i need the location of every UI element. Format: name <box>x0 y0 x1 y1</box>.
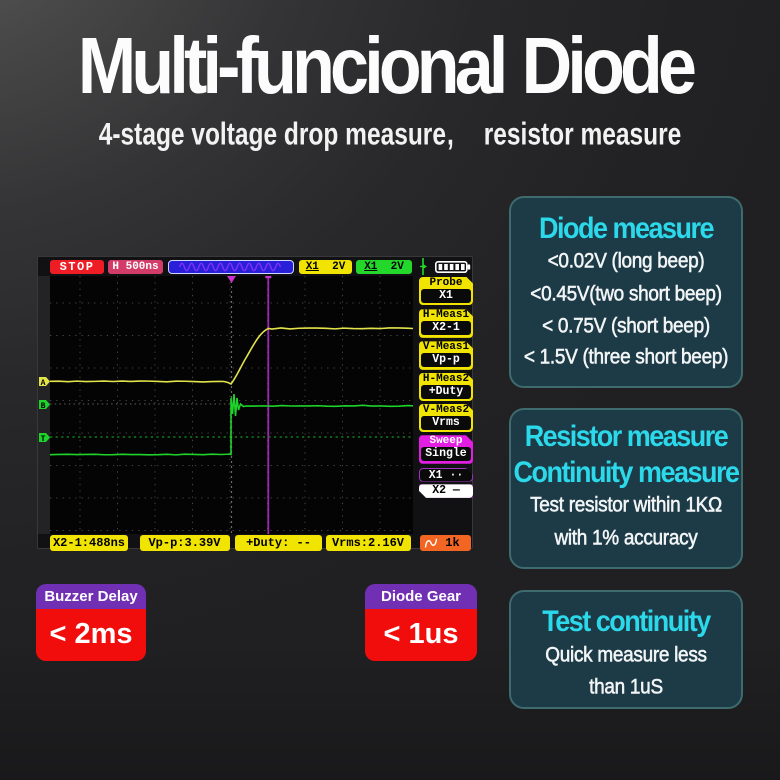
svg-text:B: B <box>41 402 46 411</box>
svg-text:T: T <box>41 435 46 444</box>
svg-text:A: A <box>41 379 46 388</box>
